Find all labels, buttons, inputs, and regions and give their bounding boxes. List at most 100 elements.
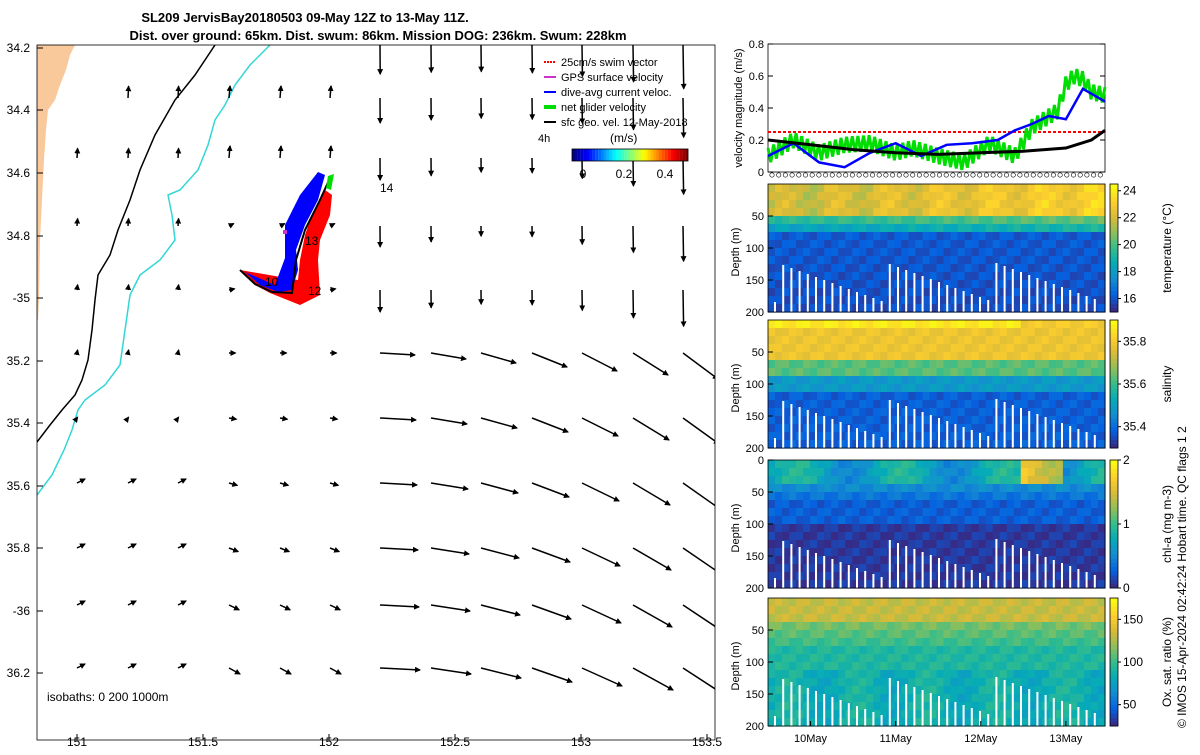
heatmap-cell: [951, 384, 959, 393]
heatmap-cell: [951, 288, 959, 297]
heatmap-cell: [923, 368, 931, 377]
heatmap-cell: [972, 622, 980, 631]
heatmap-cell: [972, 376, 980, 385]
surfacing-marker: [937, 173, 941, 177]
heatmap-cell: [937, 678, 945, 687]
heatmap-cell: [1091, 376, 1099, 385]
heatmap-cell: [908, 320, 916, 329]
data-gap-bar: [913, 687, 915, 726]
heatmap-cell: [915, 320, 923, 329]
surfacing-marker: [1011, 173, 1015, 177]
heatmap-cell: [901, 622, 909, 631]
heatmap-cell: [1070, 240, 1078, 249]
data-gap-bar: [790, 268, 792, 312]
heatmap-cell: [817, 224, 825, 233]
heatmap-cell: [1021, 476, 1029, 485]
heatmap-cell: [824, 384, 832, 393]
heatmap-cell: [937, 200, 945, 209]
heatmap-cell: [937, 408, 945, 417]
heatmap-cell: [979, 224, 987, 233]
heatmap-cell: [1084, 384, 1092, 393]
heatmap-cell: [838, 216, 846, 225]
heatmap-cell: [845, 686, 853, 695]
heatmap-cell: [1056, 400, 1064, 409]
heatmap-cell: [810, 460, 818, 469]
heatmap-cell: [1014, 328, 1022, 337]
heatmap-cell: [803, 524, 811, 533]
data-gap-bar: [1094, 713, 1096, 726]
heatmap-cell: [1049, 564, 1057, 573]
legend-label-net: net glider velocity: [561, 102, 646, 114]
heatmap-cell: [1028, 460, 1036, 469]
heatmap-cell: [866, 216, 874, 225]
heatmap-cell: [887, 638, 895, 647]
heatmap-cell: [1035, 492, 1043, 501]
heatmap-cell: [789, 296, 797, 305]
heatmap-cell: [1035, 516, 1043, 525]
heatmap-cell: [1070, 500, 1078, 509]
section-colorbar-cell: [1110, 350, 1118, 355]
data-gap-bar: [979, 573, 981, 588]
heatmap-cell: [824, 556, 832, 565]
heatmap-cell: [796, 256, 804, 265]
heatmap-cell: [796, 500, 804, 509]
heatmap-cell: [1000, 686, 1008, 695]
surfacing-marker: [951, 173, 955, 177]
heatmap-cell: [1000, 678, 1008, 687]
heatmap-cell: [915, 192, 923, 201]
heatmap-cell: [1056, 216, 1064, 225]
heatmap-cell: [831, 264, 839, 273]
heatmap-cell: [859, 256, 867, 265]
heatmap-cell: [817, 376, 825, 385]
heatmap-cell: [803, 662, 811, 671]
heatmap-cell: [1084, 304, 1092, 313]
heatmap-cell: [1028, 606, 1036, 615]
heatmap-cell: [887, 368, 895, 377]
velocity-arrow: [77, 148, 78, 158]
heatmap-cell: [901, 492, 909, 501]
heatmap-cell: [1035, 224, 1043, 233]
heatmap-cell: [937, 532, 945, 541]
heatmap-cell: [1035, 670, 1043, 679]
heatmap-cell: [880, 484, 888, 493]
heatmap-cell: [810, 352, 818, 361]
heatmap-cell: [972, 384, 980, 393]
heatmap-cell: [810, 654, 818, 663]
heatmap-cell: [803, 670, 811, 679]
heatmap-cell: [979, 392, 987, 401]
heatmap-cell: [1000, 476, 1008, 485]
section-colorbar-cell: [1110, 636, 1118, 641]
heatmap-cell: [915, 508, 923, 517]
heatmap-cell: [775, 408, 783, 417]
heatmap-cell: [965, 224, 973, 233]
surfacing-marker: [870, 173, 874, 177]
heatmap-cell: [958, 476, 966, 485]
heatmap-cell: [937, 702, 945, 711]
heatmap-cell: [993, 376, 1001, 385]
heatmap-cell: [845, 368, 853, 377]
heatmap-cell: [838, 408, 846, 417]
heatmap-cell: [1000, 256, 1008, 265]
heatmap-cell: [880, 208, 888, 217]
data-gap-bar: [930, 555, 932, 588]
surfacing-marker: [877, 173, 881, 177]
heatmap-cell: [782, 200, 790, 209]
heatmap-cell: [845, 248, 853, 257]
heatmap-cell: [937, 468, 945, 477]
heatmap-cell: [1028, 468, 1036, 477]
heatmap-cell: [944, 670, 952, 679]
heatmap-cell: [986, 460, 994, 469]
heatmap-cell: [859, 694, 867, 703]
heatmap-cell: [1049, 216, 1057, 225]
heatmap-cell: [1098, 686, 1106, 695]
heatmap-cell: [873, 606, 881, 615]
heatmap-cell: [958, 468, 966, 477]
heatmap-cell: [937, 638, 945, 647]
heatmap-cell: [887, 304, 895, 313]
heatmap-cell: [824, 678, 832, 687]
heatmap-cell: [1035, 606, 1043, 615]
heatmap-cell: [901, 240, 909, 249]
heatmap-cell: [775, 440, 783, 449]
section-colorbar-cell: [1110, 700, 1118, 705]
heatmap-cell: [908, 614, 916, 623]
